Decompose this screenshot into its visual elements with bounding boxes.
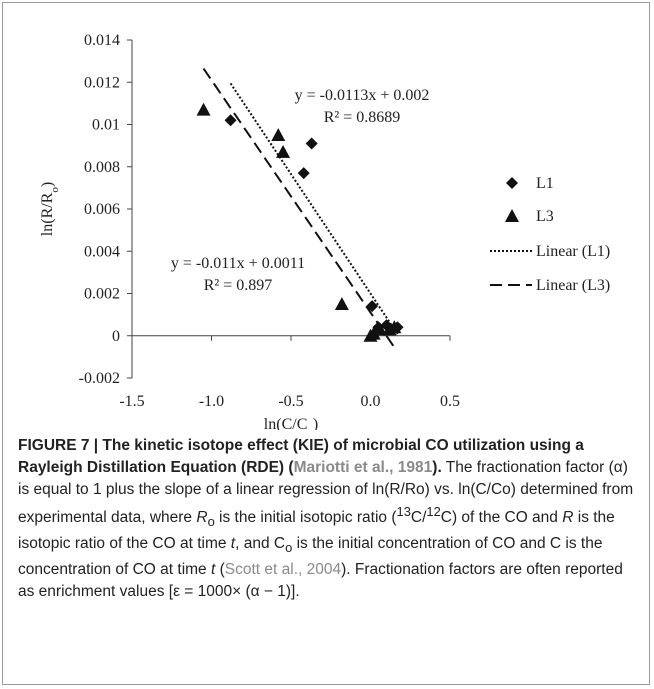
trendline-equation: y = -0.011x + 0.0011 bbox=[171, 255, 305, 272]
trendline-r2: R² = 0.8689 bbox=[324, 109, 401, 126]
y-tick-label: -0.002 bbox=[79, 370, 120, 387]
data-point-l3 bbox=[196, 102, 211, 116]
legend-label: L3 bbox=[536, 208, 554, 225]
trendline-dashed bbox=[202, 67, 396, 348]
data-point-l3 bbox=[373, 322, 388, 336]
data-point-l3 bbox=[276, 144, 291, 158]
legend-label: Linear (L1) bbox=[536, 243, 610, 260]
data-point-l1 bbox=[297, 167, 310, 180]
caption-reference-link-2[interactable]: Scott et al., 2004 bbox=[224, 561, 342, 579]
caption-reference-link[interactable]: Mariotti et al., 1981 bbox=[293, 459, 433, 476]
data-point-l3 bbox=[271, 128, 286, 142]
legend-label: Linear (L3) bbox=[536, 277, 610, 294]
data-point-l3 bbox=[387, 320, 402, 334]
y-tick-label: 0.01 bbox=[92, 117, 120, 134]
trendline-r2: R² = 0.897 bbox=[204, 277, 273, 294]
y-tick-label: 0.008 bbox=[84, 159, 120, 176]
chart-points bbox=[196, 102, 404, 342]
y-axis-title: ln(R/Ro) bbox=[39, 182, 61, 236]
data-point-l3 bbox=[334, 297, 349, 311]
caption-text: The fractionation factor (α) is equal to… bbox=[18, 459, 634, 601]
data-point-l1 bbox=[305, 137, 318, 150]
legend-marker-l3 bbox=[505, 209, 519, 222]
figure-caption: FIGURE 7 | The kinetic isotope effect (K… bbox=[18, 435, 634, 603]
data-point-l1 bbox=[366, 300, 379, 313]
x-tick-label: 0.0 bbox=[361, 393, 381, 410]
x-axis-title: ln(C/Co) bbox=[264, 416, 318, 430]
x-tick-label: -0.5 bbox=[278, 393, 303, 410]
legend-label: L1 bbox=[536, 175, 554, 192]
x-tick-label: 0.5 bbox=[440, 393, 460, 410]
x-tick-label: -1.5 bbox=[119, 393, 144, 410]
trendline-equation: y = -0.0113x + 0.002 bbox=[295, 87, 430, 104]
y-tick-label: 0.012 bbox=[84, 74, 120, 91]
y-tick-label: 0 bbox=[112, 328, 120, 345]
caption-title: FIGURE 7 | The kinetic isotope effect (K… bbox=[18, 437, 584, 476]
legend-marker-l1 bbox=[506, 177, 518, 189]
y-tick-label: 0.006 bbox=[84, 201, 120, 218]
chart: -0.002 0 0.002 0.004 0.006 0.008 0.01 0.012 0.01… bbox=[39, 32, 610, 430]
data-point-l1 bbox=[224, 114, 237, 127]
x-tick-label: -1.0 bbox=[199, 393, 224, 410]
y-tick-label: 0.002 bbox=[84, 286, 120, 303]
y-tick-label: 0.004 bbox=[84, 243, 120, 260]
chart-legend: L1 L3 Linear (L1) Linear (L3) bbox=[490, 175, 610, 294]
y-tick-label: 0.014 bbox=[84, 32, 120, 49]
data-point-l3 bbox=[366, 326, 381, 340]
chart-trendlines bbox=[202, 67, 399, 348]
chart-ticks: -0.002 0 0.002 0.004 0.006 0.008 0.01 0.012 0.01… bbox=[79, 32, 460, 410]
chart-labels: ln(C/Co) ln(R/Ro) y = -0.0113x + 0.002 R² =… bbox=[39, 87, 429, 430]
